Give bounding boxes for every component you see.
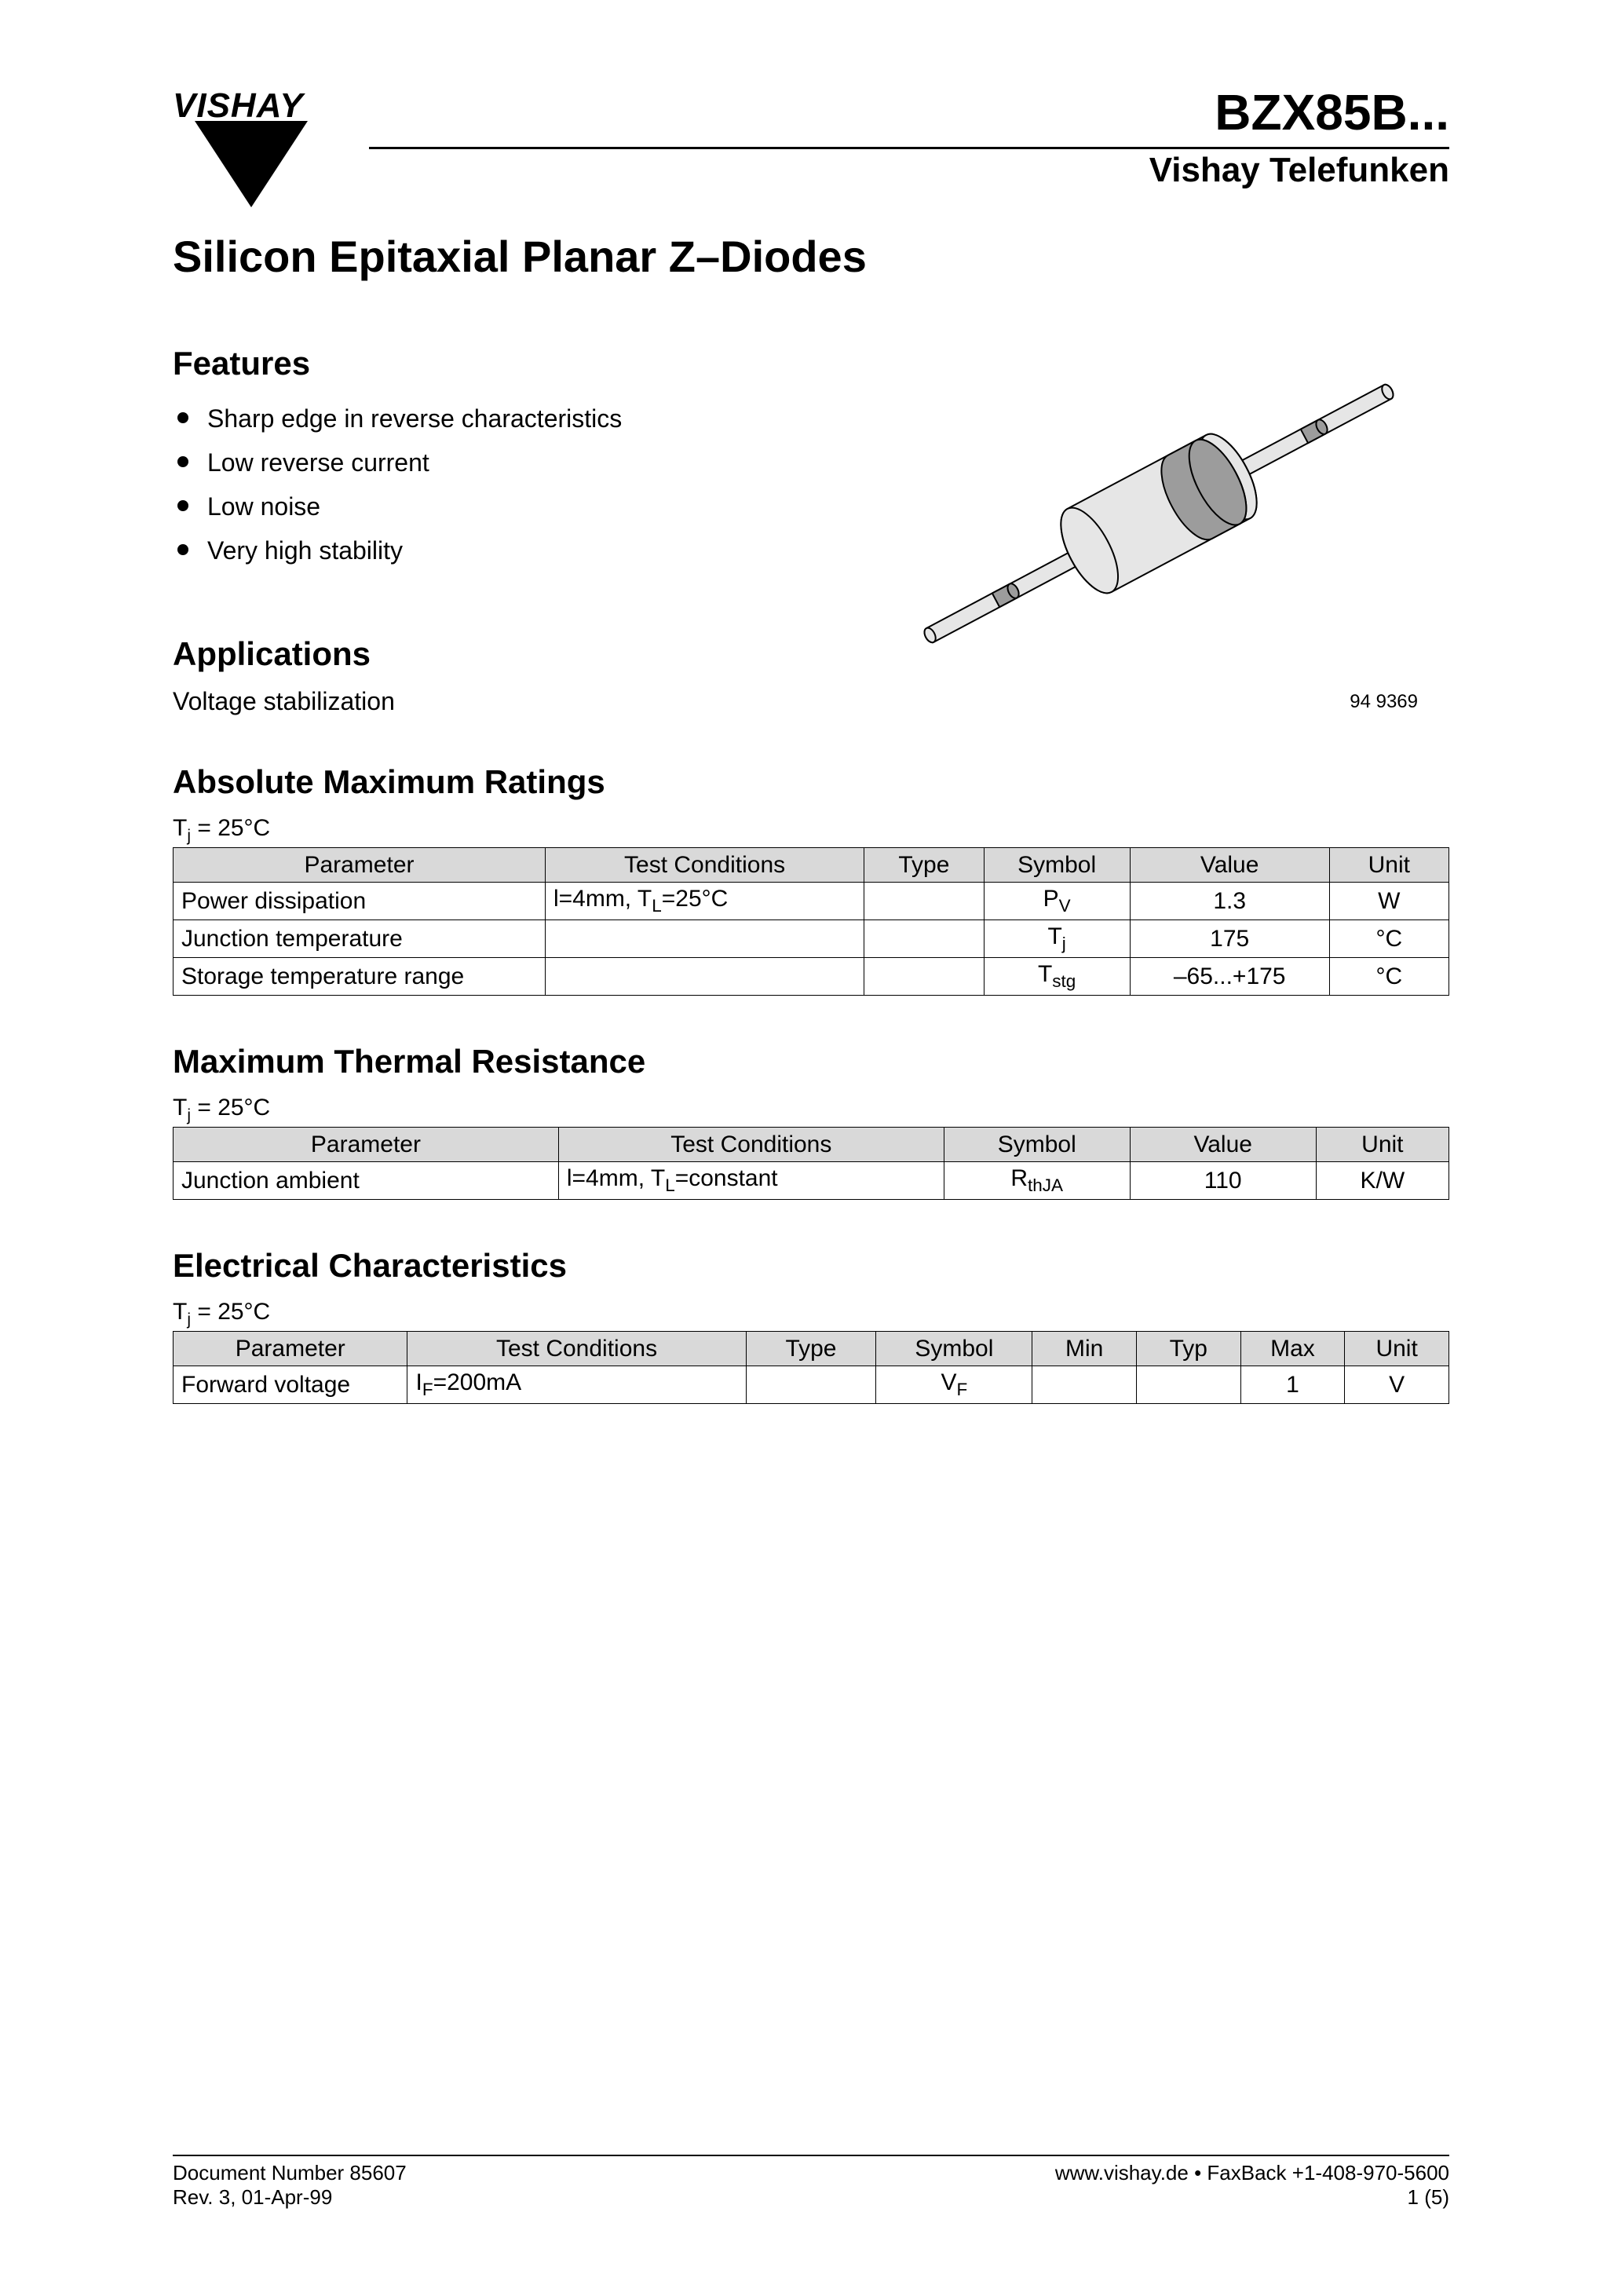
intro-columns: Features Sharp edge in reverse character… [173, 345, 1449, 716]
table-cell: °C [1329, 920, 1448, 958]
footer-rule [173, 2155, 1449, 2156]
table-header: Parameter [174, 1332, 407, 1366]
table-row: Junction temperature Tj175°C [174, 920, 1449, 958]
table-cell [864, 883, 984, 920]
table-cell: l=4mm, TL=25°C [545, 883, 864, 920]
table-cell [1137, 1366, 1241, 1404]
table-header: Symbol [876, 1332, 1032, 1366]
footer-row: Document Number 85607 Rev. 3, 01-Apr-99 … [173, 2161, 1449, 2210]
table-cell: W [1329, 883, 1448, 920]
table-header: Unit [1316, 1128, 1448, 1162]
table-header: Type [864, 848, 984, 883]
mtr-table: ParameterTest ConditionsSymbolValueUnitJ… [173, 1127, 1449, 1200]
table-cell: 1.3 [1130, 883, 1329, 920]
table-header: Test Conditions [545, 848, 864, 883]
table-cell [864, 958, 984, 996]
table-cell: °C [1329, 958, 1448, 996]
table-row: Storage temperature range Tstg–65...+175°… [174, 958, 1449, 996]
table-cell: RthJA [944, 1162, 1130, 1200]
ec-heading: Electrical Characteristics [173, 1247, 1449, 1285]
mtr-heading: Maximum Thermal Resistance [173, 1043, 1449, 1080]
table-header: Test Conditions [558, 1128, 944, 1162]
table-row: Junction ambientl=4mm, TL=constantRthJA1… [174, 1162, 1449, 1200]
amr-condition: Tj = 25°C [173, 815, 1449, 846]
table-cell [545, 920, 864, 958]
table-cell: Junction temperature [174, 920, 546, 958]
brand-subtitle: Vishay Telefunken [369, 151, 1449, 190]
feature-item: Very high stability [173, 528, 853, 572]
table-header: Type [746, 1332, 876, 1366]
amr-section: Absolute Maximum Ratings Tj = 25°C Param… [173, 763, 1449, 996]
footer-url: www.vishay.de • FaxBack +1-408-970-5600 [1055, 2161, 1449, 2185]
ec-section: Electrical Characteristics Tj = 25°C Par… [173, 1247, 1449, 1404]
image-caption: 94 9369 [884, 691, 1418, 713]
feature-item: Low noise [173, 484, 853, 528]
table-cell: 1 [1240, 1366, 1345, 1404]
table-cell: K/W [1316, 1162, 1448, 1200]
table-header: Symbol [984, 848, 1130, 883]
part-number: BZX85B... [369, 86, 1449, 139]
table-cell: IF=200mA [407, 1366, 746, 1404]
amr-table: ParameterTest ConditionsTypeSymbolValueU… [173, 847, 1449, 996]
ec-table: ParameterTest ConditionsTypeSymbolMinTyp… [173, 1331, 1449, 1404]
mtr-condition: Tj = 25°C [173, 1095, 1449, 1125]
table-cell: Power dissipation [174, 883, 546, 920]
vishay-logo: VISHAY [173, 86, 338, 207]
features-list: Sharp edge in reverse characteristicsLow… [173, 397, 853, 572]
right-column: 94 9369 [884, 345, 1449, 716]
table-header: Test Conditions [407, 1332, 746, 1366]
table-cell: PV [984, 883, 1130, 920]
title-rule [369, 147, 1449, 149]
ec-condition: Tj = 25°C [173, 1299, 1449, 1329]
logo-triangle-icon [195, 121, 308, 207]
left-column: Features Sharp edge in reverse character… [173, 345, 853, 716]
table-header: Unit [1345, 1332, 1449, 1366]
table-header: Min [1032, 1332, 1137, 1366]
feature-item: Sharp edge in reverse characteristics [173, 397, 853, 441]
table-header: Symbol [944, 1128, 1130, 1162]
table-header: Value [1130, 1128, 1316, 1162]
table-header: Parameter [174, 1128, 559, 1162]
table-cell: Forward voltage [174, 1366, 407, 1404]
table-cell: Junction ambient [174, 1162, 559, 1200]
doc-number: Document Number 85607 [173, 2161, 407, 2185]
footer-right: www.vishay.de • FaxBack +1-408-970-5600 … [1055, 2161, 1449, 2210]
table-cell: l=4mm, TL=constant [558, 1162, 944, 1200]
title-block: BZX85B... Vishay Telefunken [369, 86, 1449, 190]
table-cell [864, 920, 984, 958]
table-header: Max [1240, 1332, 1345, 1366]
table-cell: Tj [984, 920, 1130, 958]
main-title: Silicon Epitaxial Planar Z–Diodes [173, 231, 1449, 282]
table-header: Parameter [174, 848, 546, 883]
page: VISHAY BZX85B... Vishay Telefunken Silic… [0, 0, 1622, 2296]
footer: Document Number 85607 Rev. 3, 01-Apr-99 … [173, 2155, 1449, 2210]
mtr-section: Maximum Thermal Resistance Tj = 25°C Par… [173, 1043, 1449, 1200]
table-row: Forward voltageIF=200mA VF 1V [174, 1366, 1449, 1404]
footer-page: 1 (5) [1055, 2185, 1449, 2210]
table-row: Power dissipationl=4mm, TL=25°C PV1.3W [174, 883, 1449, 920]
table-cell [746, 1366, 876, 1404]
logo-text: VISHAY [173, 86, 338, 126]
feature-item: Low reverse current [173, 441, 853, 484]
table-cell: –65...+175 [1130, 958, 1329, 996]
table-header: Unit [1329, 848, 1448, 883]
table-cell [545, 958, 864, 996]
table-cell: Storage temperature range [174, 958, 546, 996]
doc-rev: Rev. 3, 01-Apr-99 [173, 2185, 407, 2210]
features-heading: Features [173, 345, 853, 382]
table-cell: V [1345, 1366, 1449, 1404]
table-header: Typ [1137, 1332, 1241, 1366]
table-cell: VF [876, 1366, 1032, 1404]
applications-text: Voltage stabilization [173, 687, 853, 716]
table-cell: 110 [1130, 1162, 1316, 1200]
table-cell: Tstg [984, 958, 1130, 996]
diode-image-icon [884, 345, 1434, 682]
table-cell: 175 [1130, 920, 1329, 958]
applications-heading: Applications [173, 635, 853, 673]
amr-heading: Absolute Maximum Ratings [173, 763, 1449, 801]
footer-left: Document Number 85607 Rev. 3, 01-Apr-99 [173, 2161, 407, 2210]
header: VISHAY BZX85B... Vishay Telefunken [173, 86, 1449, 207]
table-header: Value [1130, 848, 1329, 883]
table-cell [1032, 1366, 1137, 1404]
